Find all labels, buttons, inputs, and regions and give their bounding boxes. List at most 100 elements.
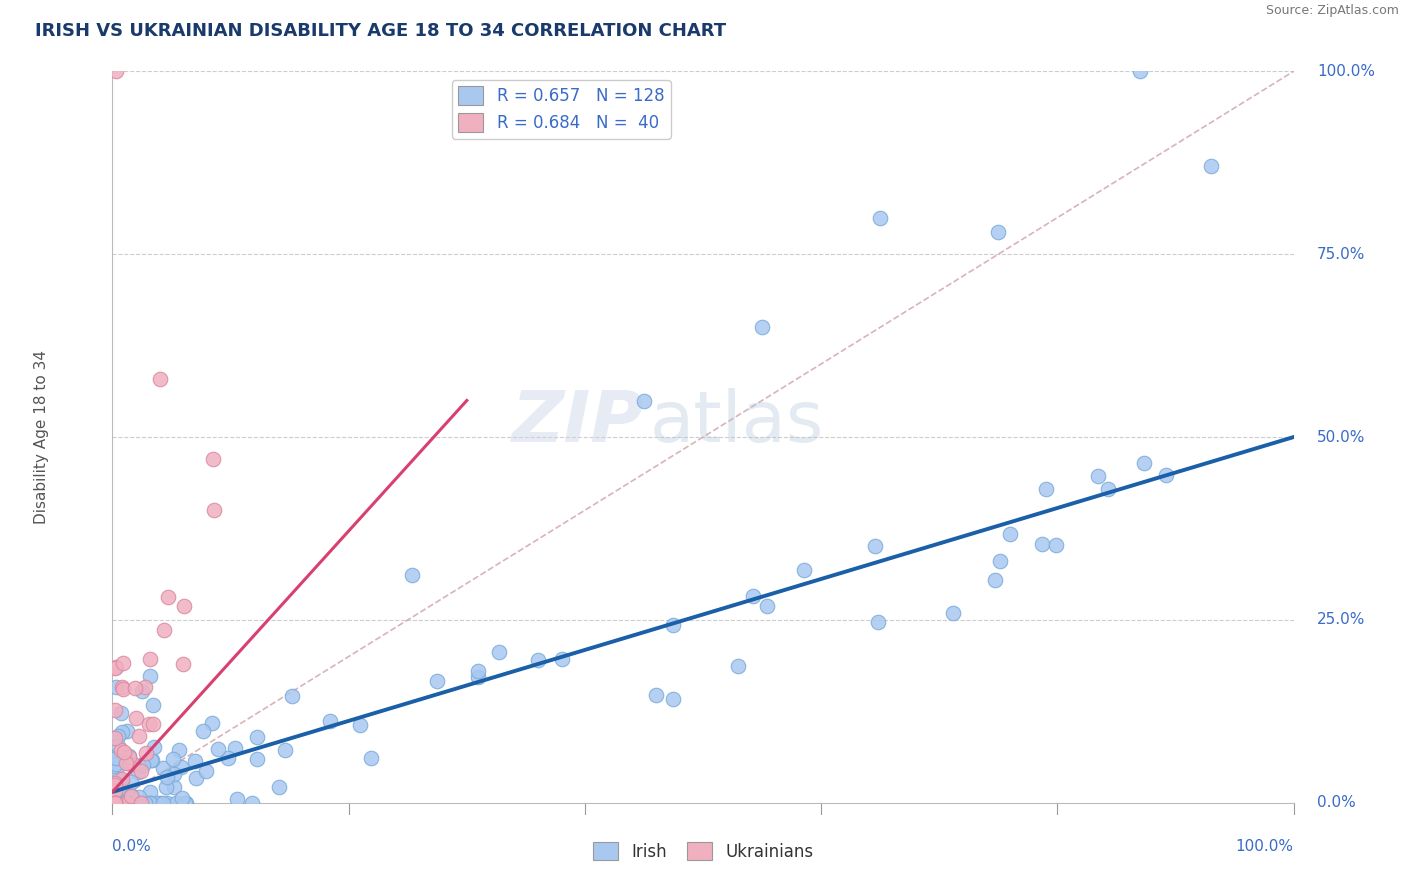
Point [107, 739, 129, 753]
Point [105, 796, 128, 810]
Point [149, 371, 172, 385]
Point [132, 758, 155, 772]
Point [527, 653, 550, 667]
Point [201, 452, 224, 467]
Point [246, 731, 269, 745]
Point [139, 785, 162, 799]
Point [183, 754, 205, 768]
Point [984, 574, 1007, 588]
Point [141, 753, 163, 767]
Point [162, 751, 184, 765]
Point [349, 718, 371, 732]
Point [125, 796, 148, 810]
Point [107, 780, 129, 795]
Point [163, 780, 186, 794]
Point [217, 751, 239, 765]
Point [110, 772, 132, 786]
Point [110, 796, 132, 810]
Point [111, 680, 134, 694]
Point [869, 211, 891, 225]
Point [152, 761, 174, 775]
Point [105, 796, 128, 810]
Point [942, 607, 965, 621]
Point [131, 684, 153, 698]
Point [115, 754, 138, 768]
Point [118, 749, 141, 764]
Text: 75.0%: 75.0% [1317, 247, 1365, 261]
Point [111, 796, 134, 810]
Point [645, 688, 668, 702]
Text: 50.0%: 50.0% [1317, 430, 1365, 444]
Point [987, 225, 1010, 239]
Point [868, 615, 890, 629]
Point [173, 599, 195, 613]
Point [124, 681, 146, 696]
Point [157, 591, 180, 605]
Point [104, 778, 127, 792]
Point [105, 796, 128, 810]
Point [401, 567, 423, 582]
Point [105, 796, 128, 810]
Point [143, 739, 166, 754]
Point [1035, 483, 1057, 497]
Point [863, 539, 886, 553]
Point [104, 776, 127, 790]
Point [153, 623, 176, 637]
Point [128, 790, 150, 805]
Point [793, 563, 815, 577]
Point [240, 796, 263, 810]
Point [1031, 537, 1053, 551]
Point [114, 796, 136, 810]
Point [246, 752, 269, 766]
Point [111, 682, 134, 697]
Point [318, 714, 340, 728]
Point [108, 796, 131, 810]
Point [138, 716, 160, 731]
Point [108, 796, 131, 810]
Point [202, 503, 225, 517]
Point [360, 751, 382, 765]
Legend: Irish, Ukrainians: Irish, Ukrainians [586, 836, 820, 868]
Point [169, 742, 191, 756]
Point [108, 796, 131, 810]
Point [121, 796, 143, 810]
Point [104, 796, 127, 810]
Point [1199, 160, 1222, 174]
Point [115, 796, 138, 810]
Point [174, 796, 197, 810]
Point [184, 771, 207, 785]
Point [104, 796, 127, 810]
Text: 25.0%: 25.0% [1317, 613, 1365, 627]
Point [104, 796, 127, 810]
Point [224, 740, 246, 755]
Point [1087, 469, 1109, 483]
Point [225, 792, 247, 806]
Point [751, 320, 773, 334]
Point [1129, 64, 1152, 78]
Point [117, 750, 139, 764]
Point [105, 796, 128, 810]
Point [115, 756, 138, 770]
Point [107, 772, 129, 786]
Point [115, 723, 138, 738]
Point [129, 796, 152, 810]
Point [201, 716, 224, 731]
Point [988, 554, 1011, 568]
Point [551, 652, 574, 666]
Point [152, 796, 174, 810]
Point [120, 796, 142, 810]
Point [727, 659, 749, 673]
Point [114, 755, 136, 769]
Point [662, 691, 685, 706]
Text: IRISH VS UKRAINIAN DISABILITY AGE 18 TO 34 CORRELATION CHART: IRISH VS UKRAINIAN DISABILITY AGE 18 TO … [35, 22, 727, 40]
Point [135, 747, 157, 761]
Point [138, 796, 160, 810]
Point [269, 780, 291, 794]
Text: 0.0%: 0.0% [112, 839, 152, 855]
Point [467, 665, 489, 679]
Point [128, 729, 150, 743]
Point [117, 796, 139, 810]
Point [105, 756, 128, 771]
Point [121, 789, 143, 803]
Point [176, 796, 198, 810]
